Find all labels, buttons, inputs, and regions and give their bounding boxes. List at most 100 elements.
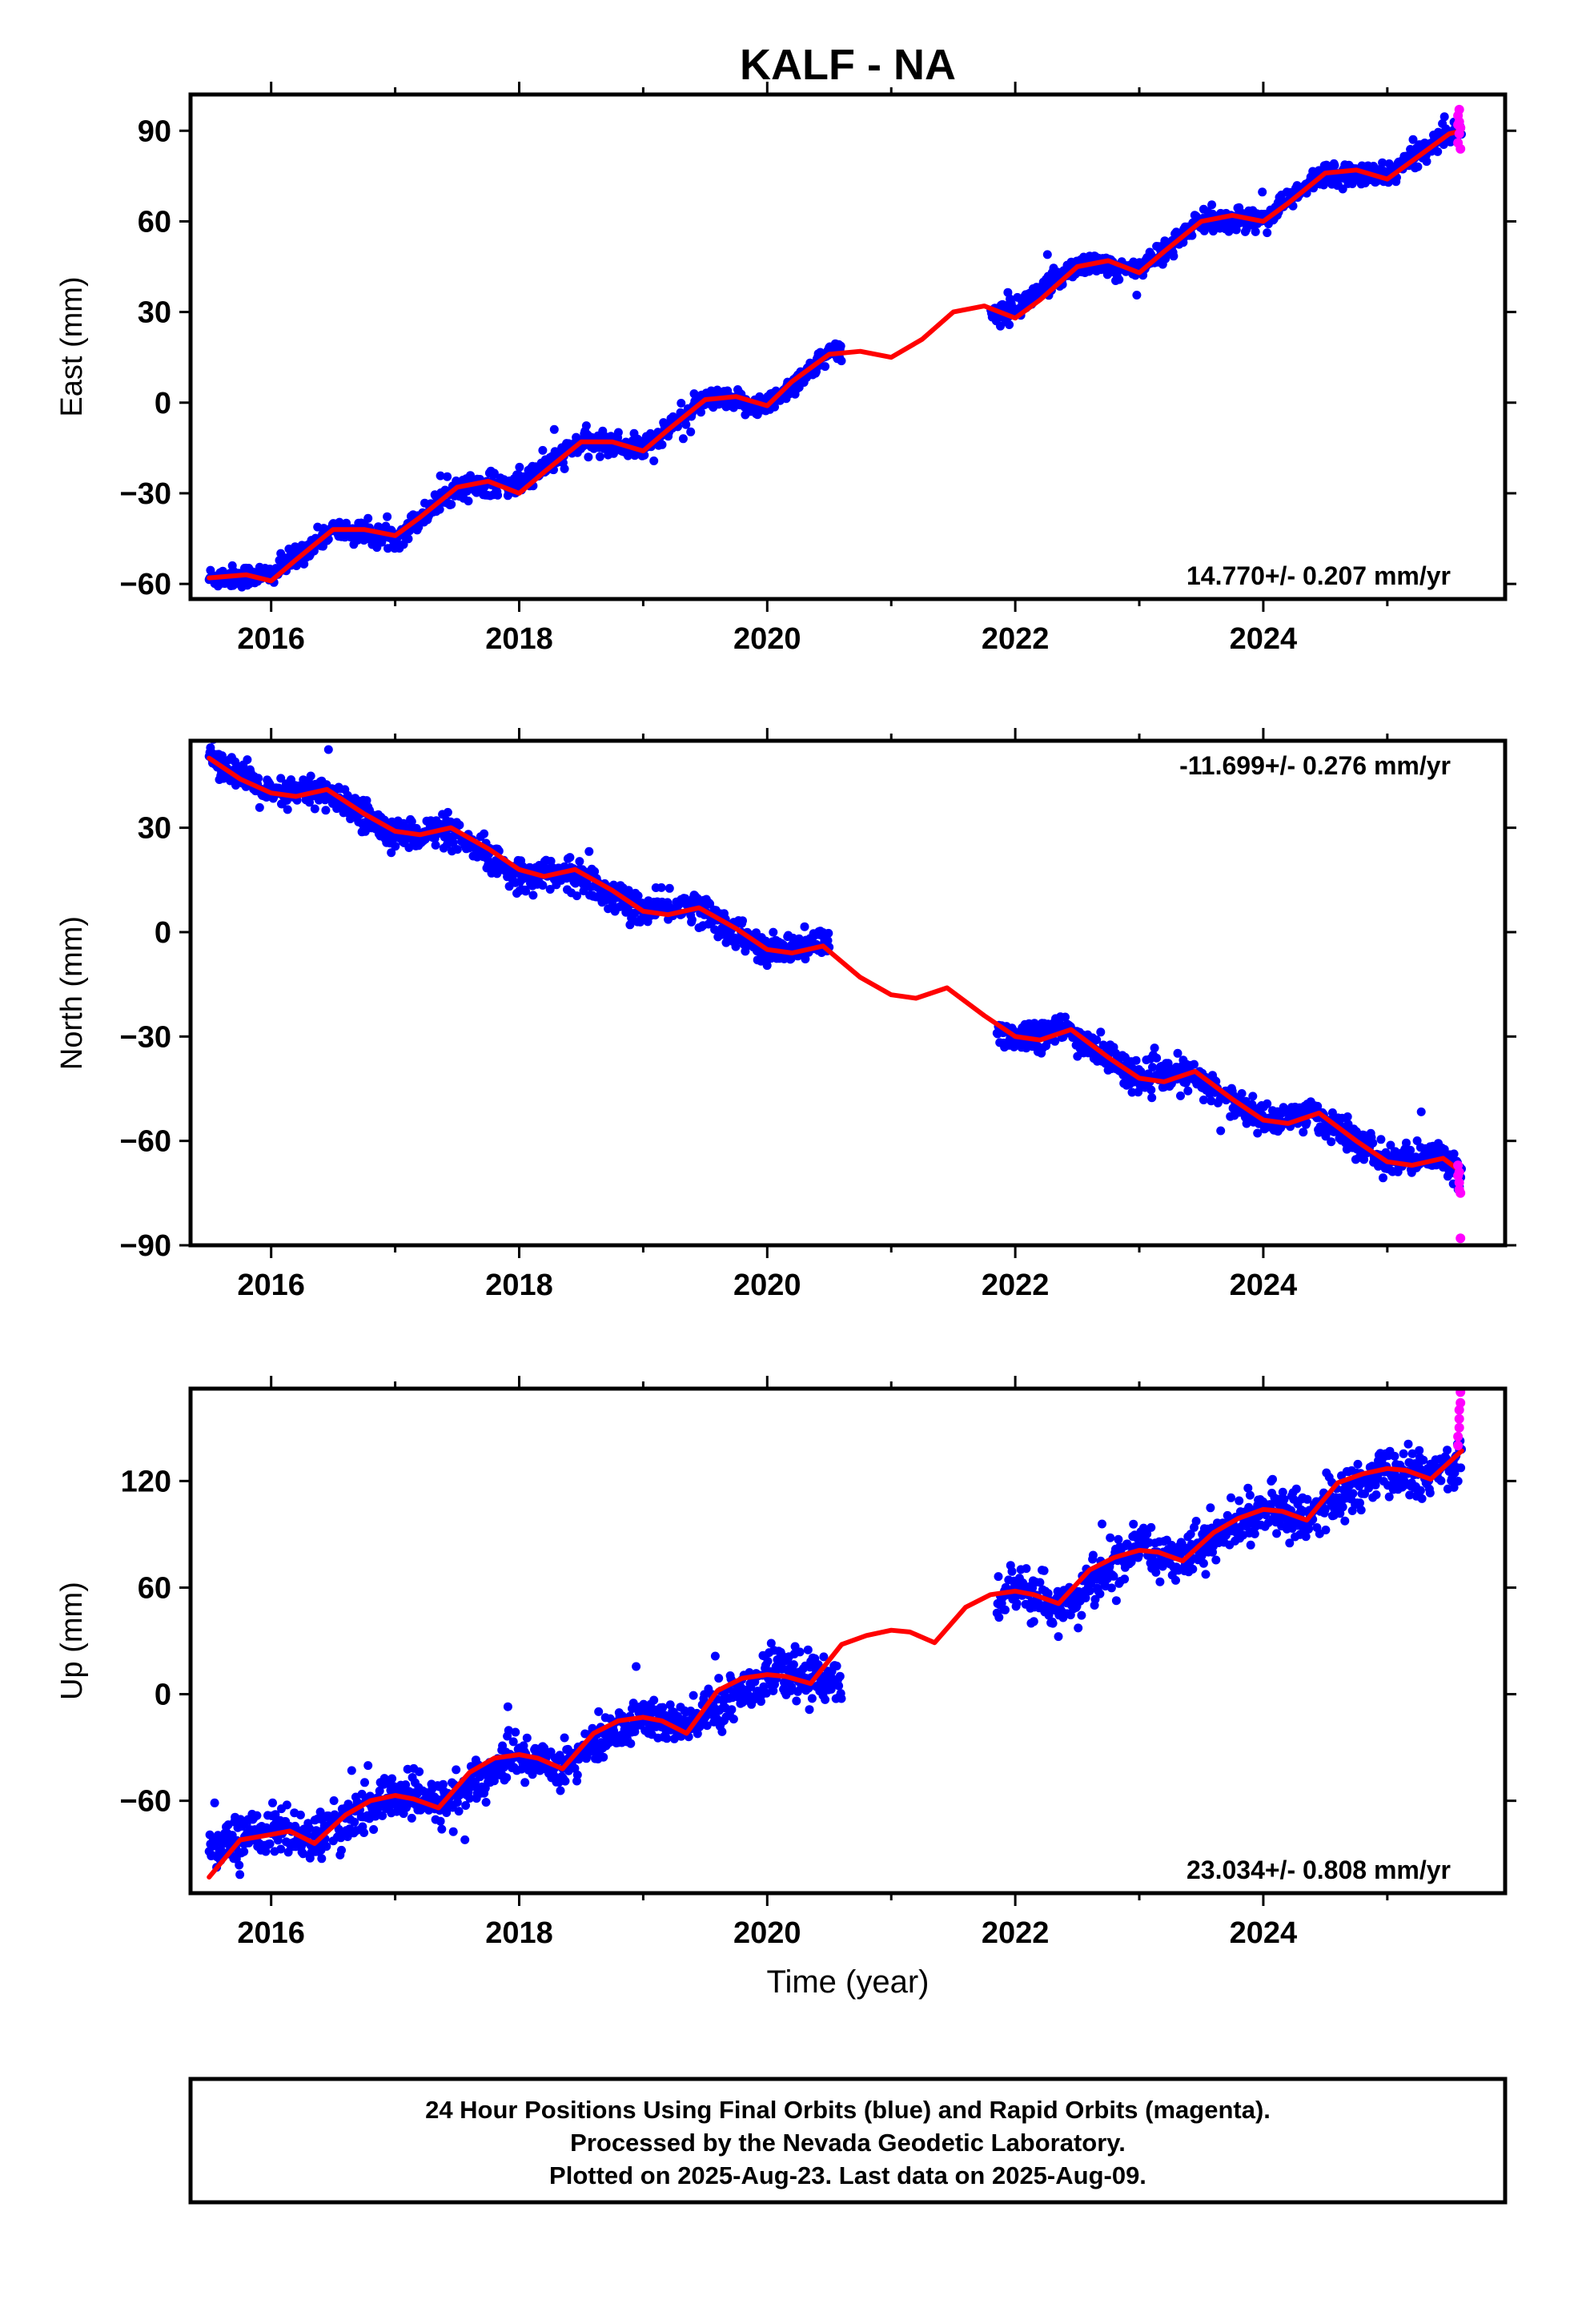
up-final-orbit-point [1142,1530,1152,1538]
east-ytick-label: 0 [155,387,171,420]
north-final-orbit-point [1449,1149,1459,1159]
up-final-orbit-point [1106,1533,1115,1542]
up-final-orbit-point [594,1707,604,1716]
up-rapid-orbit-point [1453,1431,1464,1441]
north-final-orbit-point [1176,1091,1185,1100]
north-final-orbit-point [769,927,778,937]
north-final-orbit-point [407,817,416,826]
up-final-orbit-point [1171,1575,1180,1585]
up-final-orbit-point [1321,1526,1331,1534]
up-final-orbit-point [761,1688,771,1698]
east-final-orbit-point [443,472,452,481]
north-final-orbit-point [687,915,697,925]
up-final-orbit-point [305,1823,314,1833]
north-final-orbit-point [283,805,292,814]
up-plot-area [204,1389,1466,1880]
up-final-orbit-point [1285,1538,1295,1548]
up-final-orbit-point [1399,1449,1408,1458]
up-final-orbit-point [465,1794,475,1803]
up-final-orbit-point [1199,1558,1208,1568]
north-final-orbit-point [306,771,315,781]
east-final-orbit-point [383,512,392,521]
up-final-orbit-point [994,1613,1004,1622]
up-rapid-orbit-point [1454,1422,1464,1433]
up-final-orbit-point [689,1691,698,1700]
up-final-orbit-point [807,1694,817,1703]
east-final-orbit-point [1263,228,1272,238]
east-final-orbit-point [538,445,548,455]
up-final-orbit-point [693,1729,702,1739]
up-final-orbit-point [379,1774,389,1783]
up-final-orbit-point [461,1801,471,1810]
up-final-orbit-point [503,1702,512,1711]
north-ytick-label: −30 [120,1020,171,1054]
east-final-orbit-point [1408,135,1418,144]
east-ytick-label: 90 [138,115,171,148]
up-final-orbit-point [1419,1455,1428,1465]
up-final-orbit-point [1007,1566,1017,1576]
north-ytick-label: −90 [120,1229,171,1263]
up-final-orbit-point [252,1811,262,1820]
up-final-orbit-point [789,1660,798,1670]
up-final-orbit-point [317,1854,327,1864]
up-final-orbit-point [508,1737,518,1747]
north-rapid-orbit-point [1454,1167,1464,1177]
up-final-orbit-point [1151,1567,1161,1577]
up-final-orbit-point [1246,1540,1255,1550]
north-final-orbit-point [254,774,263,783]
up-rate-label: 23.034+/- 0.808 mm/yr [1186,1856,1451,1884]
north-final-orbit-point [1199,1096,1208,1104]
up-final-orbit-point [1291,1484,1301,1494]
north-final-orbit-point [1248,1092,1258,1101]
north-xtick-label: 2016 [237,1269,305,1302]
up-final-orbit-point [378,1811,387,1820]
up-ytick-label: −60 [120,1785,171,1819]
up-final-orbit-point [1077,1610,1086,1620]
up-final-orbit-point [632,1662,641,1671]
up-xtick-label: 2024 [1230,1916,1298,1950]
up-final-orbit-point [1029,1617,1038,1626]
up-final-orbit-point [821,1695,830,1704]
north-final-orbit-point [443,807,452,817]
up-final-orbit-point [350,1817,359,1827]
up-final-orbit-point [360,1778,369,1787]
north-final-orbit-point [321,806,331,815]
east-final-orbit-point [678,434,688,444]
up-final-orbit-point [1114,1534,1123,1544]
up-final-orbit-point [1098,1519,1106,1529]
up-final-orbit-point [452,1765,461,1775]
east-final-orbit-point [1132,291,1142,300]
north-final-orbit-point [1402,1138,1411,1148]
north-final-orbit-point [800,922,809,931]
north-final-orbit-point [1263,1099,1272,1108]
up-final-orbit-point [1436,1476,1446,1486]
up-final-orbit-point [489,1776,499,1786]
up-final-orbit-point [832,1661,841,1671]
up-rapid-orbit-point [1454,1413,1464,1424]
up-final-orbit-point [1245,1490,1255,1500]
up-rapid-orbit-point [1456,1397,1466,1408]
up-final-orbit-point [1201,1570,1211,1579]
east-final-orbit-point [363,513,373,523]
up-final-orbit-point [717,1727,727,1736]
east-ytick-label: 30 [138,296,171,330]
up-final-orbit-point [803,1645,813,1655]
up-rapid-orbit-point [1456,1389,1466,1397]
east-ytick-label: 60 [138,205,171,239]
north-final-orbit-point [823,936,833,945]
north-final-orbit-point [604,904,613,914]
up-xtick-label: 2018 [485,1916,553,1950]
up-final-orbit-point [1453,1477,1463,1486]
up-final-orbit-point [1356,1506,1366,1515]
up-final-orbit-point [407,1813,416,1823]
up-final-orbit-point [1039,1566,1049,1575]
north-final-orbit-point [1148,1063,1157,1072]
north-final-orbit-point [1183,1086,1193,1096]
north-final-orbit-point [584,846,594,856]
up-final-orbit-point [511,1727,520,1737]
up-final-orbit-point [387,1774,397,1783]
north-final-orbit-point [431,840,440,850]
